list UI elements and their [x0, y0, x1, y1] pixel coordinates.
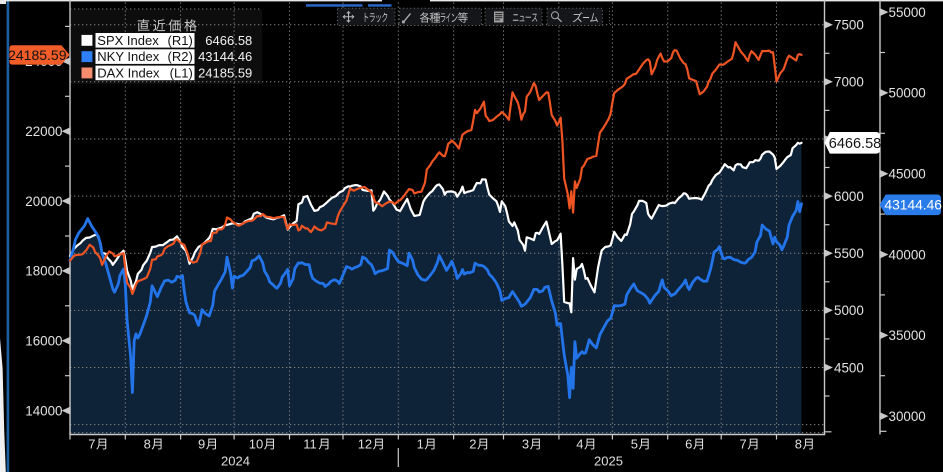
- svg-text:SPX Index: SPX Index: [97, 33, 159, 48]
- svg-text:7000: 7000: [834, 75, 864, 90]
- svg-text:14000: 14000: [25, 403, 62, 418]
- svg-text:30000: 30000: [889, 409, 926, 424]
- svg-text:5000: 5000: [834, 303, 864, 318]
- svg-text:43144.46: 43144.46: [198, 49, 252, 64]
- svg-text:8: 8: [795, 437, 802, 452]
- svg-text:6466.58: 6466.58: [829, 136, 881, 152]
- svg-text:9: 9: [198, 437, 205, 452]
- svg-text:22000: 22000: [25, 124, 62, 139]
- svg-text:11: 11: [303, 437, 317, 452]
- svg-text:7: 7: [88, 437, 95, 452]
- svg-text:50000: 50000: [889, 86, 926, 101]
- svg-text:43144.46: 43144.46: [884, 198, 942, 213]
- svg-text:2025: 2025: [594, 454, 623, 469]
- svg-text:6: 6: [685, 437, 692, 452]
- svg-text:5: 5: [631, 437, 638, 452]
- svg-text:(R1): (R1): [168, 33, 193, 48]
- svg-text:8: 8: [144, 437, 151, 452]
- svg-text:4: 4: [576, 437, 583, 452]
- svg-text:2: 2: [469, 437, 476, 452]
- svg-text:4500: 4500: [834, 360, 864, 375]
- svg-text:40000: 40000: [889, 247, 926, 262]
- svg-text:12: 12: [358, 437, 372, 452]
- svg-text:24185.59: 24185.59: [8, 47, 67, 63]
- svg-text:55000: 55000: [889, 5, 926, 20]
- svg-text:24185.59: 24185.59: [198, 66, 252, 81]
- svg-text:6000: 6000: [834, 189, 864, 204]
- svg-text:DAX Index: DAX Index: [97, 66, 160, 81]
- svg-text:18000: 18000: [25, 264, 62, 279]
- svg-text:16000: 16000: [25, 334, 62, 349]
- svg-text:(L1): (L1): [170, 66, 193, 81]
- svg-text:NKY Index: NKY Index: [97, 49, 159, 64]
- svg-text:7500: 7500: [834, 18, 864, 33]
- svg-text:7: 7: [740, 437, 747, 452]
- svg-text:10: 10: [249, 437, 263, 452]
- svg-text:20000: 20000: [25, 194, 62, 209]
- svg-text:45000: 45000: [889, 167, 926, 182]
- svg-text:(R2): (R2): [168, 49, 193, 64]
- svg-text:35000: 35000: [889, 328, 926, 343]
- svg-text:2024: 2024: [221, 454, 250, 469]
- svg-text:3: 3: [522, 437, 529, 452]
- svg-text:1: 1: [417, 437, 424, 452]
- svg-text:5500: 5500: [834, 246, 864, 261]
- svg-text:6466.58: 6466.58: [205, 33, 252, 48]
